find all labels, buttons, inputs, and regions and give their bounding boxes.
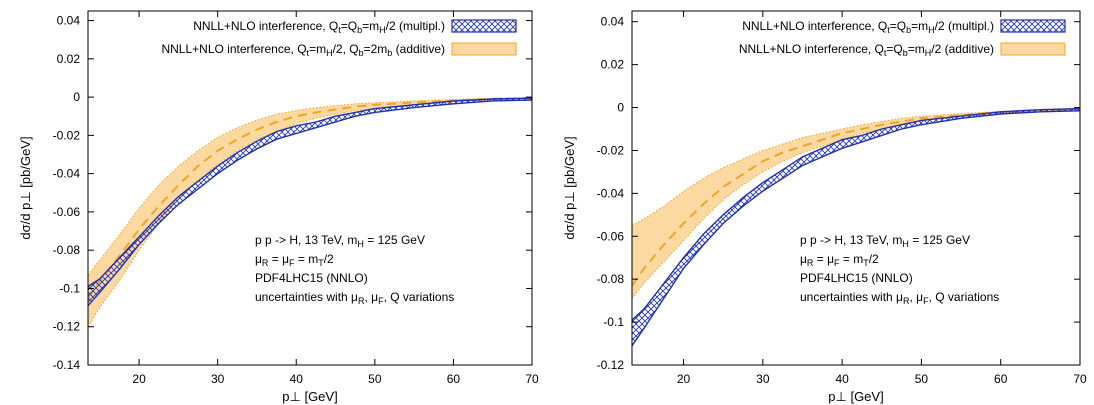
y-tick-label: 0	[73, 90, 80, 104]
annotation-line: μR = μF = mT/2	[800, 252, 879, 268]
legend-swatch-multiplicative	[1000, 19, 1066, 33]
multiplicative-band	[88, 98, 532, 306]
additive-central-line	[632, 108, 1080, 287]
x-tick-label: 40	[290, 372, 304, 386]
annotation-line: p p -> H, 13 TeV, mH = 125 GeV	[800, 233, 970, 249]
y-tick-label: 0.02	[601, 58, 625, 72]
multiplicative-lower-edge	[632, 110, 1080, 347]
plot-area	[632, 107, 1080, 347]
plot-frame	[87, 10, 533, 366]
x-tick-label: 60	[994, 372, 1008, 386]
additive-upper-edge	[88, 97, 532, 276]
additive-central-line	[88, 97, 532, 299]
y-tick-label: -0.1	[59, 281, 80, 295]
plot-area	[88, 97, 532, 327]
x-axis-label: p⊥ [GeV]	[282, 389, 337, 404]
right-chart-panel: 0.04 0.02 0 -0.02 -0.04 -0.06 -0.08 -0.1 -0.12 20…	[562, 10, 1087, 404]
y-tick-label: -0.02	[597, 143, 625, 157]
y-tick-label: -0.04	[597, 186, 625, 200]
x-tick-label: 40	[835, 372, 849, 386]
x-tick-label: 20	[677, 372, 691, 386]
multiplicative-lower-edge	[88, 99, 532, 307]
additive-band	[88, 97, 532, 327]
annotation-line: uncertainties with μR, μF, Q variations	[255, 290, 454, 306]
plot-frame	[631, 10, 1081, 366]
x-tick-label: 70	[525, 372, 539, 386]
y-tick-label: -0.04	[53, 167, 81, 181]
multiplicative-upper-edge	[88, 97, 532, 288]
additive-lower-edge	[88, 97, 532, 327]
y-tick-label: -0.06	[53, 205, 81, 219]
y-axis-label: dσ/d p⊥ [pb/GeV]	[562, 136, 577, 239]
annotation-line: uncertainties with μR, μF, Q variations	[800, 290, 999, 306]
annotation-line: μR = μF = mT/2	[255, 252, 334, 268]
x-tick-label: 30	[211, 372, 225, 386]
y-tick-label: -0.02	[53, 128, 81, 142]
y-tick-label: -0.1	[603, 315, 624, 329]
x-tick-label: 20	[132, 372, 146, 386]
y-tick-label: -0.12	[53, 320, 81, 334]
legend-label: NNLL+NLO interference, Qt=Qb=mH/2 (multi…	[193, 19, 445, 35]
x-axis-label: p⊥ [GeV]	[828, 389, 883, 404]
y-axis-label: dσ/d p⊥ [pb/GeV]	[18, 136, 33, 239]
y-tick-label: 0.04	[57, 14, 81, 28]
y-tick-label: -0.12	[597, 358, 625, 372]
legend-swatch-additive	[1000, 42, 1066, 56]
y-tick-label: -0.08	[53, 243, 81, 257]
legend-swatch-additive	[451, 42, 517, 56]
y-tick-label: 0.02	[57, 52, 81, 66]
legend-label: NNLL+NLO interference, Qt=Qb=mH/2 (multi…	[742, 19, 994, 35]
x-tick-label: 50	[368, 372, 382, 386]
additive-upper-edge	[632, 108, 1080, 226]
x-tick-label: 30	[756, 372, 770, 386]
x-tick-label: 50	[915, 372, 929, 386]
y-tick-label: -0.08	[597, 272, 625, 286]
annotation-line: PDF4LHC15 (NNLO)	[800, 271, 913, 285]
y-tick-label: 0	[617, 101, 624, 115]
annotation-line: p p -> H, 13 TeV, mH = 125 GeV	[255, 233, 425, 249]
annotation-line: PDF4LHC15 (NNLO)	[255, 271, 368, 285]
legend-label: NNLL+NLO interference, Qt=mH/2, Qb=2mb (…	[161, 42, 445, 58]
y-tick-label: -0.14	[53, 358, 81, 372]
x-tick-label: 70	[1073, 372, 1087, 386]
multiplicative-upper-edge	[632, 107, 1080, 321]
y-tick-label: -0.06	[597, 229, 625, 243]
left-chart-panel: 0.04 0.02 0 -0.02 -0.04 -0.06 -0.08 -0.1 -0.12 -0…	[18, 10, 539, 404]
legend-label: NNLL+NLO interference, Qt=Qb=mH/2 (addit…	[739, 42, 994, 58]
y-tick-label: 0.04	[601, 15, 625, 29]
x-tick-label: 60	[447, 372, 461, 386]
legend-swatch-multiplicative	[451, 19, 517, 33]
